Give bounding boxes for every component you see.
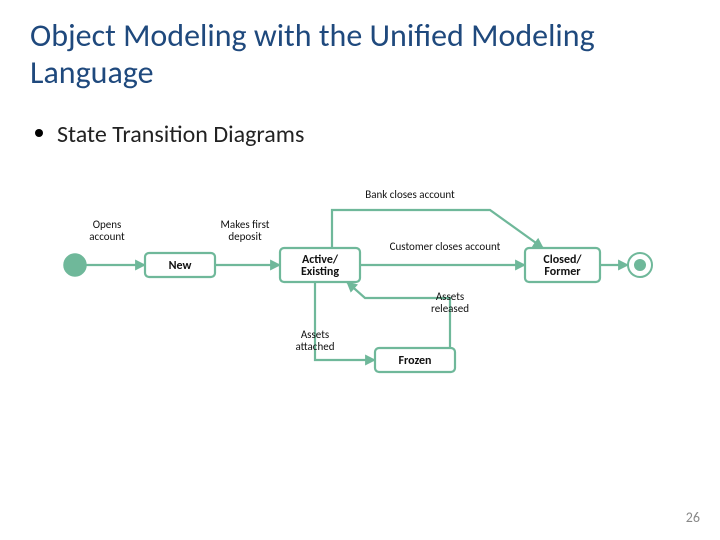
- bullet-item: State Transition Diagrams: [35, 120, 304, 149]
- slide-title: Object Modeling with the Unified Modelin…: [30, 18, 670, 92]
- state-node-label: Existing: [301, 265, 339, 279]
- edge-label: Bank closes account: [365, 188, 455, 201]
- bullet-dot-icon: [35, 129, 43, 137]
- edge-label: account: [89, 230, 125, 243]
- page-number: 26: [686, 509, 700, 526]
- edge: [347, 282, 450, 348]
- state-node-label: New: [169, 259, 192, 273]
- state-node-label: Former: [544, 265, 581, 279]
- edge-label: attached: [296, 340, 335, 353]
- initial-state-icon: [64, 254, 86, 276]
- edge-label: released: [431, 302, 469, 315]
- edge-label: deposit: [228, 230, 262, 243]
- final-state-icon-inner: [634, 259, 646, 271]
- bullet-text: State Transition Diagrams: [57, 120, 304, 149]
- edge-label: Customer closes account: [390, 240, 501, 253]
- state-node-label: Frozen: [399, 354, 432, 368]
- state-transition-diagram: OpensaccountMakes firstdepositCustomer c…: [45, 190, 675, 410]
